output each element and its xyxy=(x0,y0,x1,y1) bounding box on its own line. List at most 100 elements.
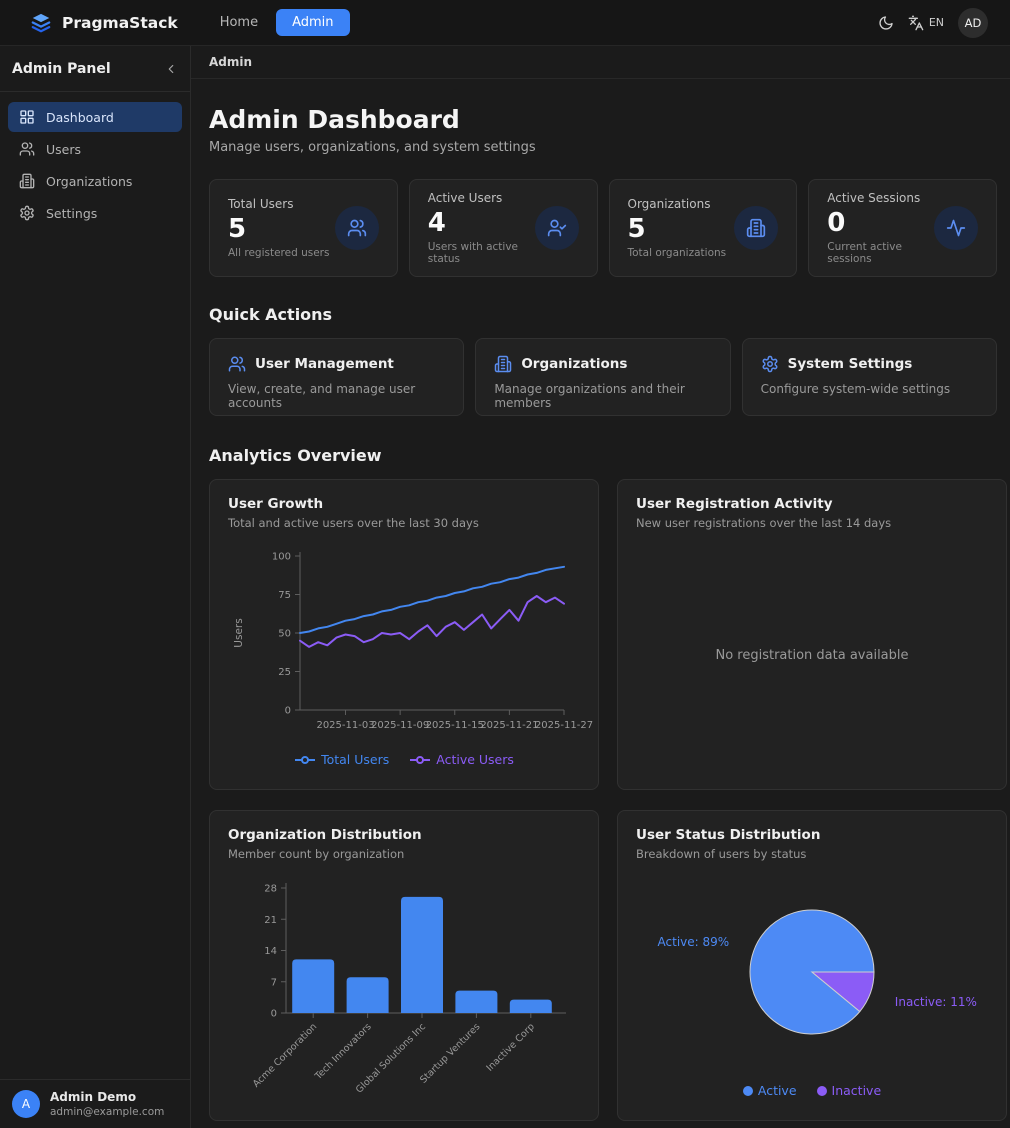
legend-active-users: Active Users xyxy=(409,752,514,767)
stat-label: Organizations xyxy=(627,196,711,211)
sidebar-user-info: Admin Demo admin@example.com xyxy=(50,1090,164,1118)
action-card-system-settings[interactable]: System Settings Configure system-wide se… xyxy=(741,338,997,416)
svg-text:Acme Corporation: Acme Corporation xyxy=(251,1021,319,1089)
svg-text:2025-11-03: 2025-11-03 xyxy=(316,720,374,731)
stat-label: Active Users xyxy=(427,190,503,205)
quick-actions-heading: Quick Actions xyxy=(209,305,333,324)
admin-sidebar: Admin Panel Dashboard Users xyxy=(0,46,191,1128)
building-icon xyxy=(19,173,35,189)
chart-title: User Status Distribution xyxy=(636,827,821,843)
users-icon xyxy=(347,218,367,238)
stat-card-active-users: Active Users 4 Users with active status xyxy=(408,179,598,277)
stat-icon-circle xyxy=(334,206,379,250)
action-description: Manage organizations and their members xyxy=(494,382,685,410)
sidebar-item-dashboard[interactable]: Dashboard xyxy=(8,102,182,132)
sidebar-item-label: Organizations xyxy=(46,173,133,189)
sidebar-user-name: Admin Demo xyxy=(50,1090,137,1104)
stat-description: Total organizations xyxy=(627,247,727,260)
building-icon xyxy=(494,355,512,373)
svg-text:2025-11-21: 2025-11-21 xyxy=(480,720,538,731)
stat-card-active-sessions: Active Sessions 0 Current active session… xyxy=(808,179,997,277)
stat-icon-circle xyxy=(934,206,978,250)
stat-icon-circle xyxy=(734,206,779,250)
svg-text:Inactive: 11%: Inactive: 11% xyxy=(895,994,977,1008)
sidebar-item-settings[interactable]: Settings xyxy=(8,198,182,228)
moon-icon xyxy=(878,15,894,31)
svg-text:2025-11-27: 2025-11-27 xyxy=(535,720,593,731)
sidebar-item-label: Dashboard xyxy=(46,109,114,125)
pragmastack-logo-icon xyxy=(30,12,52,34)
svg-text:Users: Users xyxy=(233,618,245,647)
stat-value: 5 xyxy=(228,213,247,244)
stat-label: Total Users xyxy=(228,196,294,211)
chart-title: User Registration Activity xyxy=(636,496,833,512)
stat-text: Total Users 5 All registered users xyxy=(228,197,329,260)
sidebar-item-organizations[interactable]: Organizations xyxy=(8,166,182,196)
chart-subtitle: Breakdown of users by status xyxy=(636,847,807,861)
languages-icon xyxy=(908,15,924,31)
chart-subtitle: New user registrations over the last 14 … xyxy=(636,516,892,530)
sidebar-item-label: Users xyxy=(46,141,82,157)
action-card-user-management[interactable]: User Management View, create, and manage… xyxy=(209,338,465,416)
sidebar-item-users[interactable]: Users xyxy=(8,134,182,164)
svg-text:75: 75 xyxy=(278,590,291,601)
empty-state-message: No registration data available xyxy=(715,648,909,663)
action-title: Organizations xyxy=(521,356,628,372)
breadcrumb-admin[interactable]: Admin xyxy=(209,55,253,69)
action-card-head: Organizations xyxy=(494,355,711,373)
action-card-organizations[interactable]: Organizations Manage organizations and t… xyxy=(475,338,731,416)
stat-text: Organizations 5 Total organizations xyxy=(628,197,727,260)
stat-value: 5 xyxy=(627,213,646,244)
stat-value: 4 xyxy=(427,207,446,238)
chart-card-user-growth: User Growth Total and active users over … xyxy=(209,479,599,790)
svg-text:21: 21 xyxy=(264,914,277,925)
user-growth-legend: Total Users Active Users xyxy=(228,748,580,773)
svg-text:100: 100 xyxy=(272,552,291,563)
users-icon xyxy=(19,141,35,157)
analytics-heading: Analytics Overview xyxy=(209,446,382,465)
language-label: EN xyxy=(928,16,944,29)
main-content: Admin Admin Dashboard Manage users, orga… xyxy=(191,46,1010,1128)
user-growth-chart: 0 25 50 75 100 2025-11-03 2025-11-09 2025-11-15… xyxy=(228,538,593,748)
user-avatar[interactable]: AD xyxy=(958,7,988,38)
sidebar-collapse-button[interactable] xyxy=(164,62,178,76)
status-distribution-chart: Active: 89% Inactive: 11% xyxy=(636,869,988,1079)
nav-home-link[interactable]: Home xyxy=(219,15,259,30)
sidebar-item-label: Settings xyxy=(46,205,98,221)
svg-text:25: 25 xyxy=(278,667,291,678)
dashboard-icon xyxy=(19,109,35,125)
chevron-left-icon xyxy=(164,62,178,76)
stat-label: Active Sessions xyxy=(827,190,921,205)
legend-total-users: Total Users xyxy=(294,752,389,767)
svg-text:2025-11-15: 2025-11-15 xyxy=(426,720,484,731)
gear-icon xyxy=(761,355,779,373)
svg-text:7: 7 xyxy=(271,977,277,988)
stat-card-organizations: Organizations 5 Total organizations xyxy=(608,179,798,277)
theme-toggle-button[interactable] xyxy=(878,15,894,31)
status-distribution-legend: Active Inactive xyxy=(636,1079,988,1104)
nav-admin-link[interactable]: Admin xyxy=(276,9,350,36)
body-row: Admin Panel Dashboard Users xyxy=(0,46,1010,1128)
svg-text:Active: 89%: Active: 89% xyxy=(658,935,730,949)
svg-text:2025-11-09: 2025-11-09 xyxy=(371,720,429,731)
sidebar-title: Admin Panel xyxy=(12,60,111,77)
users-icon xyxy=(228,355,246,373)
stat-card-total-users: Total Users 5 All registered users xyxy=(209,179,398,277)
navbar-left: PragmaStack Home Admin xyxy=(30,9,350,36)
user-avatar-small: A xyxy=(12,1090,40,1118)
page-title: Admin Dashboard xyxy=(209,105,460,134)
svg-text:0: 0 xyxy=(285,706,291,717)
navbar-right: EN AD xyxy=(878,7,988,38)
language-button[interactable]: EN xyxy=(908,15,944,31)
sidebar-user[interactable]: A Admin Demo admin@example.com xyxy=(0,1079,190,1128)
chart-title: User Growth xyxy=(228,496,324,512)
stat-description: Current active sessions xyxy=(827,241,902,266)
sidebar-header: Admin Panel xyxy=(0,46,190,92)
status-distribution-svg: Active: 89% Inactive: 11% xyxy=(658,909,977,1034)
svg-text:Startup Ventures: Startup Ventures xyxy=(418,1021,482,1085)
stat-description: Users with active status xyxy=(427,241,519,266)
stat-text: Active Sessions 0 Current active session… xyxy=(827,191,934,266)
action-description: Configure system-wide settings xyxy=(760,382,951,396)
chart-subtitle: Total and active users over the last 30 … xyxy=(228,516,479,530)
